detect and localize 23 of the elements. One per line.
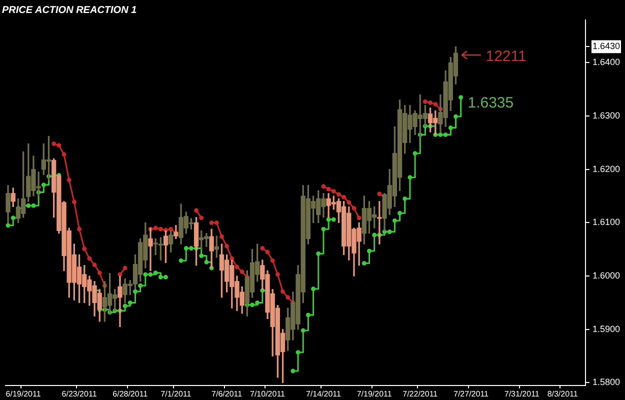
- y-tick-label: 1.6430: [592, 41, 620, 52]
- x-tick-label: 7/14/2011: [306, 389, 342, 398]
- x-tick-label: 7/19/2011: [356, 389, 392, 398]
- y-tick-label: 1.6000: [592, 270, 620, 281]
- x-tick-label: 7/22/2011: [402, 389, 438, 398]
- x-tick-label: 6/19/2011: [6, 389, 42, 398]
- y-tick-label: 1.5900: [592, 324, 620, 334]
- x-tick-label: 7/10/2011: [250, 389, 286, 398]
- y-tick-label: 1.6400: [592, 57, 620, 68]
- x-tick-label: 7/31/2011: [504, 389, 540, 398]
- x-tick-label: 7/1/2011: [160, 389, 192, 398]
- y-tick-label: 1.6300: [592, 110, 620, 120]
- y-tick-label: 1.6100: [592, 217, 620, 228]
- chart-title: PRICE ACTION REACTION 1: [2, 4, 138, 16]
- y-tick-label: 1.6200: [592, 164, 620, 174]
- x-tick-label: 7/27/2011: [454, 389, 490, 398]
- x-tick-label: 6/28/2011: [112, 389, 148, 398]
- x-tick-label: 7/6/2011: [212, 389, 243, 398]
- annotation: 12211: [486, 48, 526, 65]
- y-tick-label: 1.5800: [592, 377, 620, 388]
- x-tick-label: 6/23/2011: [62, 389, 98, 398]
- x-tick-label: 8/3/2011: [547, 389, 578, 398]
- annotation: 1.6335: [468, 94, 514, 112]
